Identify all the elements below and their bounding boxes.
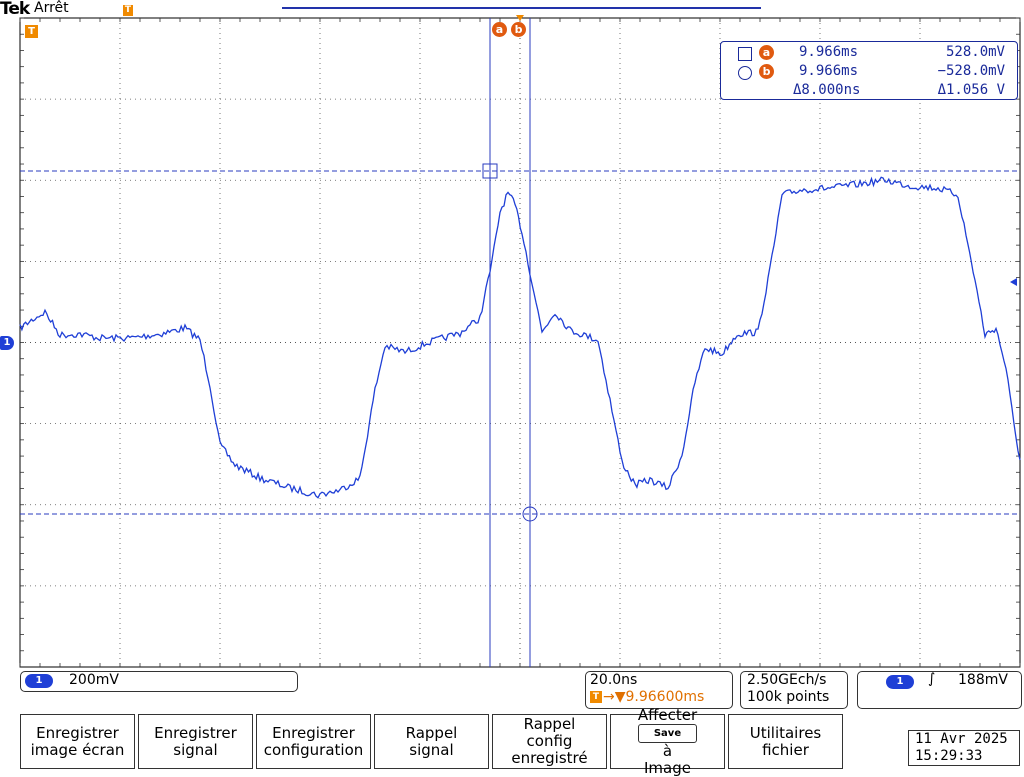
recall-waveform-button[interactable]: Rappel signal	[374, 714, 489, 769]
file-utilities-button[interactable]: Utilitaires fichier	[728, 714, 843, 769]
button-line: Image	[644, 758, 691, 777]
circle-icon	[738, 66, 752, 80]
cursor-b-value: −528.0mV	[937, 63, 1005, 79]
trigger-point-arrow-icon	[516, 15, 524, 21]
ch1-ground-marker[interactable]: 1	[0, 336, 14, 350]
trigger-position-icon: T	[590, 691, 602, 703]
cursor-readout: a 9.966ms 528.0mV b 9.966ms −528.0mV Δ8.…	[720, 41, 1018, 100]
ch1-scale: 200mV	[69, 672, 119, 688]
cursor-lines[interactable]	[20, 18, 1020, 667]
cursor-b-tag[interactable]: b	[511, 22, 526, 37]
delta-time: Δ8.000ns	[793, 82, 861, 98]
cursor-delta-row: Δ8.000ns Δ1.056 V	[721, 82, 1017, 100]
ch1-badge: 1	[25, 674, 53, 688]
cursor-b-time: 9.966ms	[799, 63, 859, 79]
ch1-waveform	[19, 176, 1021, 499]
button-line: enregistré	[511, 749, 588, 767]
brand-logo: Tek	[0, 0, 30, 19]
save-screen-image-button[interactable]: Enregistrer image écran	[20, 714, 135, 769]
trigger-level: 188mV	[958, 672, 1008, 688]
sample-rate: 2.50GEch/s	[747, 672, 827, 688]
cursor-a-handle-icon	[482, 163, 498, 179]
record-view-bar	[282, 7, 761, 9]
date: 11 Avr 2025	[915, 731, 1008, 747]
cursor-a-tag[interactable]: a	[492, 22, 507, 37]
timebase-box[interactable]: 20.0ns T →▼9.96600ms	[585, 671, 733, 709]
rising-edge-icon: ∫	[928, 671, 936, 687]
button-line: à	[662, 741, 673, 760]
save-badge-icon: Save	[637, 723, 698, 743]
acquisition-status: Arrêt	[34, 0, 69, 16]
trigger-box[interactable]: 1 ∫ 188mV	[857, 671, 1022, 709]
acquisition-box[interactable]: 2.50GEch/s 100k points	[740, 671, 848, 709]
cursor-a-row: a 9.966ms 528.0mV	[721, 44, 1017, 62]
graticule	[19, 17, 1021, 668]
trigger-position-marker: T	[123, 5, 133, 16]
cursor-a-time: 9.966ms	[799, 44, 859, 60]
timebase: 20.0ns	[590, 672, 638, 688]
button-line: Enregistrer	[272, 723, 355, 742]
button-line: configuration	[263, 740, 364, 759]
button-line: Enregistrer	[36, 723, 119, 742]
assign-save-button[interactable]: Affecter Save à Image	[610, 706, 725, 776]
date-time: 11 Avr 2025 15:29:33	[908, 730, 1020, 766]
button-line: Enregistrer	[154, 723, 237, 742]
time: 15:29:33	[915, 748, 983, 764]
cursor-a-value: 528.0mV	[945, 44, 1005, 60]
button-line: image écran	[30, 740, 125, 759]
button-line: Rappel	[405, 723, 458, 742]
trigger-level-arrow-icon	[1010, 278, 1017, 286]
button-line: Utilitaires	[749, 723, 822, 742]
button-line: Rappel	[523, 715, 576, 733]
button-line: signal	[173, 740, 218, 759]
square-icon	[738, 47, 752, 61]
button-line: config	[526, 732, 573, 750]
save-setup-button[interactable]: Enregistrer configuration	[256, 714, 371, 769]
ch1-scale-box[interactable]: 1 200mV	[20, 671, 298, 692]
trigger-marker[interactable]: T	[25, 25, 38, 38]
delta-value: Δ1.056 V	[937, 82, 1005, 98]
trigger-channel-badge: 1	[886, 675, 914, 689]
button-line: fichier	[762, 740, 809, 759]
recall-setup-button[interactable]: Rappel config enregistré	[492, 714, 607, 769]
save-waveform-button[interactable]: Enregistrer signal	[138, 714, 253, 769]
button-line: signal	[409, 740, 454, 759]
status-bar: Tek Arrêt T	[0, 0, 1024, 20]
cursor-b-row: b 9.966ms −528.0mV	[721, 63, 1017, 81]
record-length: 100k points	[747, 689, 830, 705]
button-line: Affecter	[637, 705, 698, 724]
cursor-b-handle-icon	[522, 506, 538, 522]
cursor-a-badge: a	[759, 45, 774, 60]
trigger-position: →▼9.96600ms	[603, 689, 705, 705]
cursor-b-badge: b	[759, 64, 774, 79]
